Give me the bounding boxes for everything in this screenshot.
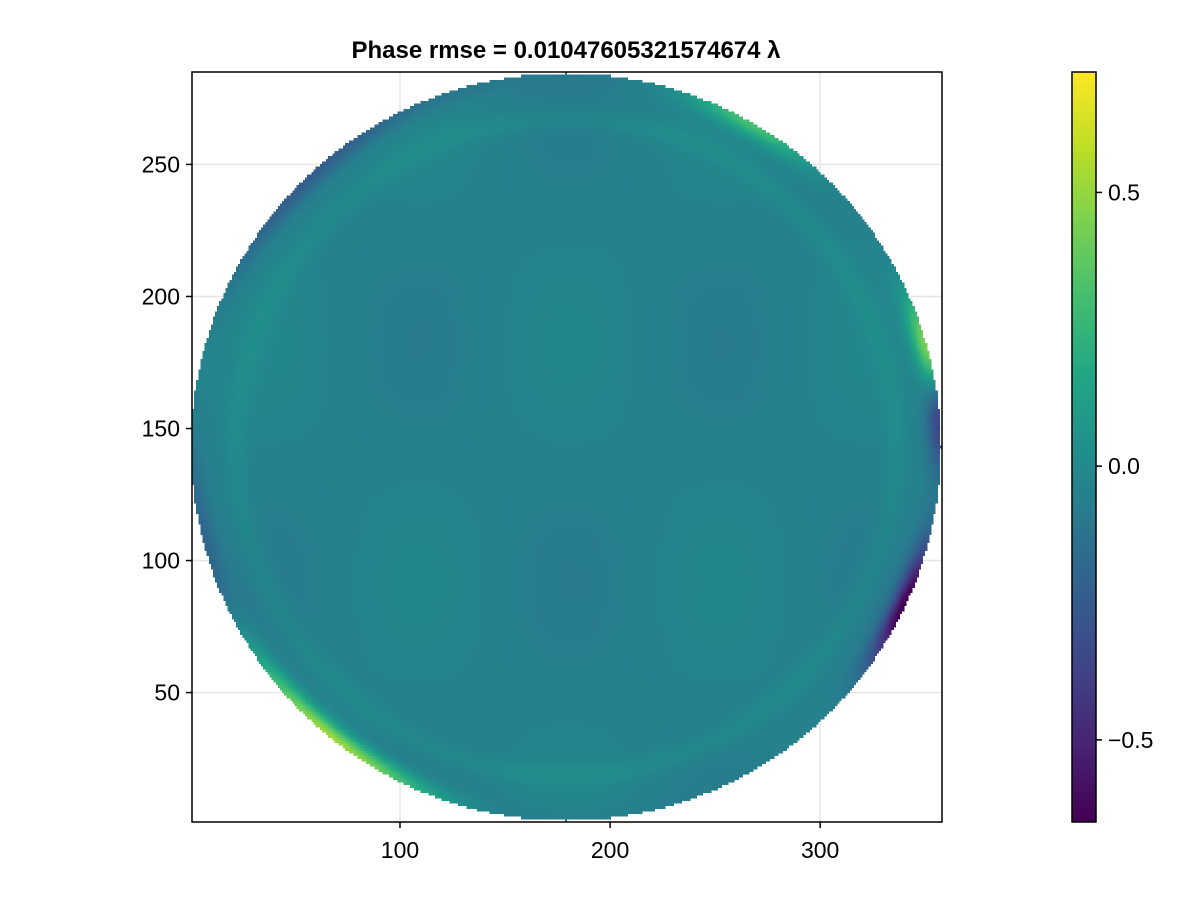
colorbar-axis: −0.5 0.0 0.5 bbox=[1096, 179, 1153, 753]
colorbar-tick-label: 0.0 bbox=[1108, 453, 1140, 479]
x-tick-label: 300 bbox=[801, 837, 839, 863]
colorbar-frame bbox=[1071, 71, 1097, 823]
phase-map-image bbox=[192, 72, 942, 822]
x-tick-label: 200 bbox=[591, 837, 629, 863]
y-axis: 50 100 150 200 250 bbox=[142, 151, 192, 706]
plot-area-frame bbox=[191, 71, 943, 823]
y-tick-label: 100 bbox=[142, 548, 180, 574]
y-tick-label: 150 bbox=[142, 416, 180, 442]
colorbar-tick-label: 0.5 bbox=[1108, 179, 1140, 205]
colorbar-tick-label: −0.5 bbox=[1108, 727, 1153, 753]
y-tick-label: 50 bbox=[154, 680, 180, 706]
y-tick-label: 200 bbox=[142, 283, 180, 309]
x-tick-label: 100 bbox=[381, 837, 419, 863]
x-axis: 100 200 300 bbox=[381, 822, 839, 863]
colorbar-gradient bbox=[1072, 72, 1096, 822]
y-tick-label: 250 bbox=[142, 151, 180, 177]
chart-title: Phase rmse = 0.01047605321574674 λ bbox=[351, 37, 780, 64]
